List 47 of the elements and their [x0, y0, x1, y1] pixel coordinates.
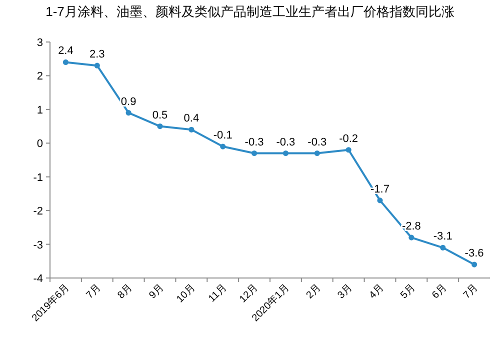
- point: [220, 144, 226, 150]
- y-tick-label: -3: [33, 239, 43, 252]
- x-tick-label: 10月: [174, 282, 198, 306]
- x-tick-label: 3月: [336, 282, 355, 302]
- data-label: -0.2: [339, 132, 358, 145]
- x-tick-label: 9月: [147, 282, 166, 302]
- point: [126, 110, 132, 116]
- y-tick-label: 3: [36, 37, 43, 49]
- point: [440, 244, 446, 250]
- point: [377, 198, 383, 204]
- data-label: -3.1: [433, 230, 452, 243]
- y-tick-label: 2: [36, 70, 43, 83]
- data-label: 2.3: [89, 48, 105, 61]
- data-label: 0.4: [184, 112, 200, 125]
- data-label: -0.3: [244, 136, 264, 148]
- x-tick-label: 8月: [116, 282, 135, 302]
- point: [408, 234, 414, 240]
- y-tick-label: 1: [36, 104, 43, 116]
- data-label: 0.5: [152, 109, 168, 122]
- x-tick-label: 12月: [238, 282, 260, 306]
- x-tick-label: 2月: [304, 282, 324, 302]
- y-tick-label: -1: [33, 172, 43, 184]
- data-label: -0.3: [276, 136, 296, 148]
- data-label: -2.8: [402, 220, 421, 233]
- point: [282, 150, 289, 156]
- point: [188, 126, 194, 132]
- point: [471, 262, 478, 268]
- y-tick-label: -2: [33, 206, 43, 218]
- x-tick-label: 4月: [367, 282, 386, 302]
- x-tick-label: 6月: [430, 282, 449, 302]
- point: [62, 59, 69, 66]
- chart-title: 1-7月涂料、油墨、颜料及类似产品制造工业生产者出厂价格指数同比涨: [46, 4, 454, 19]
- data-label: 2.4: [58, 45, 74, 58]
- point: [251, 150, 258, 156]
- point: [157, 123, 163, 130]
- y-tick-label: -4: [33, 273, 43, 285]
- data-label: -0.3: [308, 136, 327, 148]
- data-label: -0.1: [213, 130, 232, 142]
- x-tick-label: 11月: [206, 282, 229, 305]
- x-tick-label: 7月: [462, 282, 480, 302]
- y-tick-label: 0: [36, 138, 43, 150]
- point: [346, 147, 352, 153]
- point: [314, 150, 320, 156]
- x-tick-label: 7月: [84, 282, 104, 302]
- x-tick-label: 5月: [398, 282, 418, 302]
- point: [94, 62, 100, 68]
- data-label: -3.6: [464, 248, 484, 260]
